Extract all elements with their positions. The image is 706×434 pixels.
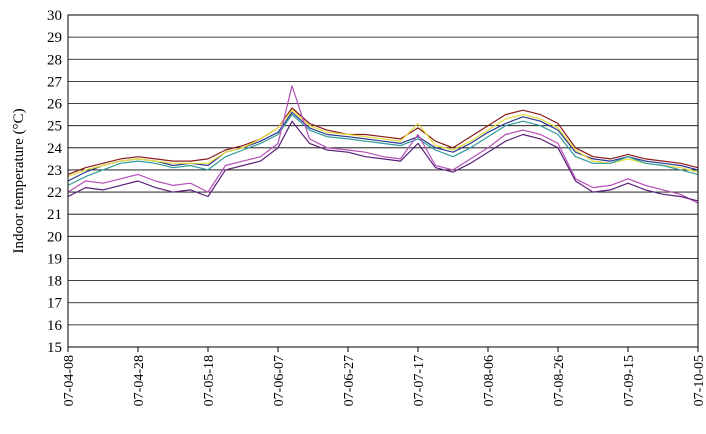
x-tick-label: 07-09-15 [622, 355, 637, 406]
x-tick-label: 07-08-26 [552, 355, 567, 406]
y-tick-label: 25 [47, 119, 62, 135]
y-tick-label: 15 [47, 340, 62, 356]
y-tick-label: 26 [47, 97, 63, 113]
y-tick-label: 30 [47, 8, 62, 24]
x-tick-label: 07-07-17 [412, 355, 427, 406]
x-tick-label: 07-10-05 [692, 355, 706, 406]
series-lines [67, 85, 699, 204]
x-tick-label: 07-05-18 [202, 355, 217, 406]
y-tick-label: 27 [47, 74, 63, 90]
y-axis-label: Indoor temperature (°C) [11, 108, 27, 253]
series-line-4 [67, 113, 699, 186]
series-line-6 [67, 120, 699, 202]
y-tick-label: 29 [47, 30, 62, 46]
series-line-3 [67, 109, 699, 178]
y-tick-label: 21 [47, 207, 62, 223]
gridlines [68, 14, 698, 348]
y-axis-ticks: 15 16 17 18 19 20 21 22 23 24 25 26 27 28 29 30 [47, 8, 63, 356]
y-tick-label: 23 [47, 163, 62, 179]
y-tick-label: 28 [47, 52, 62, 68]
y-tick-label: 16 [47, 318, 63, 334]
x-tick-label: 07-08-06 [482, 355, 497, 406]
x-axis-ticks: 07-04-08 07-04-28 07-05-18 07-06-07 07-06-27… [62, 347, 706, 406]
y-tick-label: 18 [47, 274, 62, 290]
y-tick-label: 24 [47, 141, 63, 157]
y-tick-label: 22 [47, 185, 62, 201]
x-tick-label: 07-04-08 [62, 355, 77, 406]
series-line-5 [67, 85, 699, 204]
x-tick-label: 07-04-28 [132, 355, 147, 406]
series-line-1 [67, 111, 699, 182]
series-line-2 [67, 107, 699, 175]
y-tick-label: 17 [47, 296, 63, 312]
x-tick-label: 07-06-27 [342, 355, 357, 406]
x-tick-label: 07-06-07 [272, 355, 287, 406]
y-tick-label: 19 [47, 251, 62, 267]
plot-area-frame [67, 14, 699, 348]
y-tick-label: 20 [47, 229, 62, 245]
